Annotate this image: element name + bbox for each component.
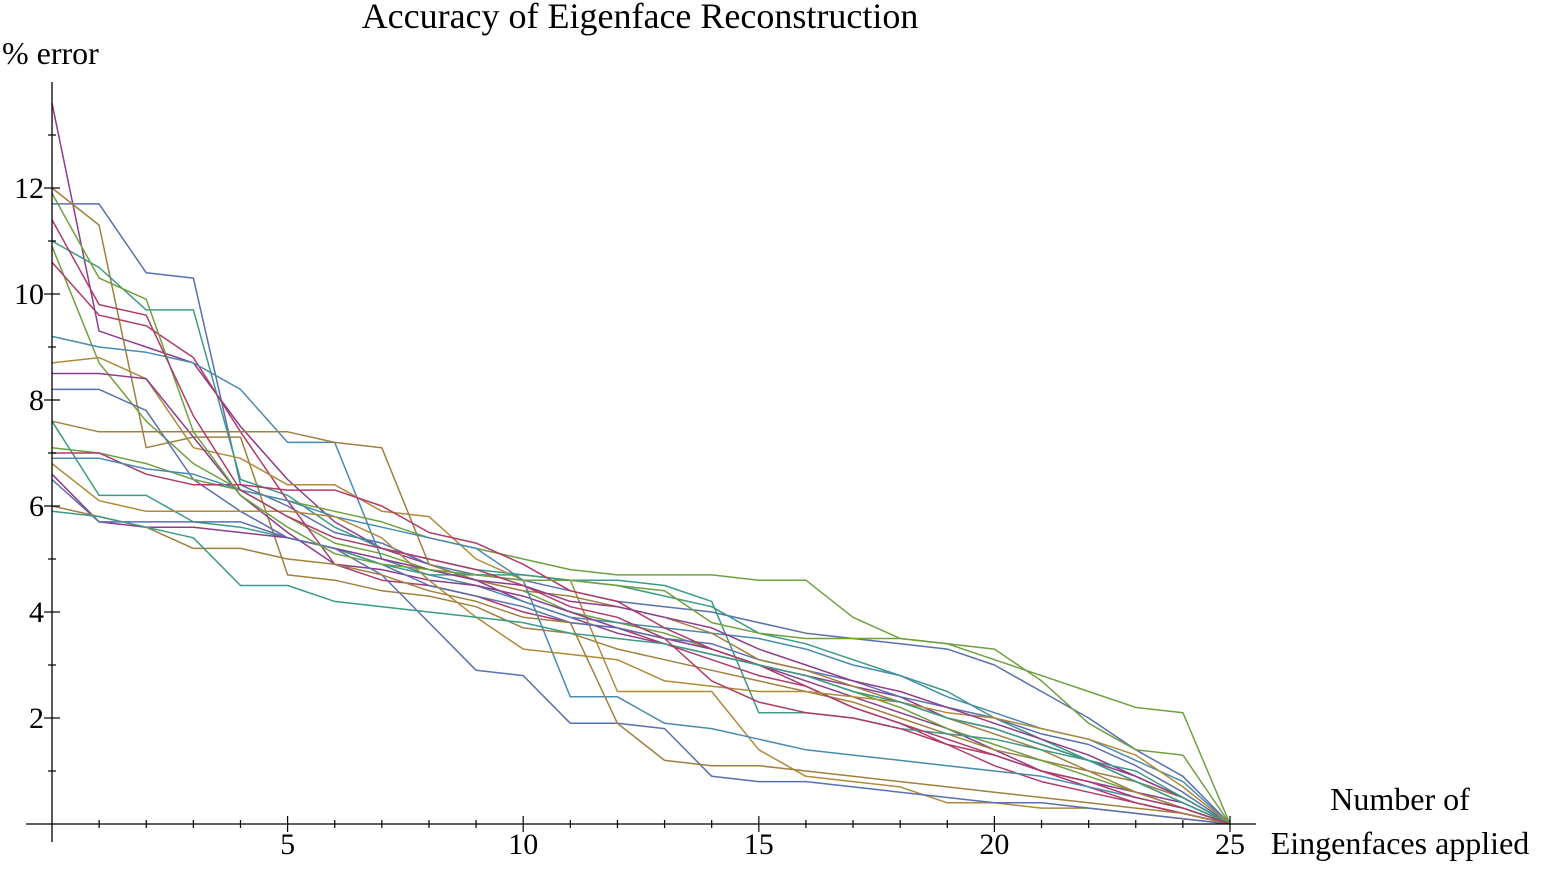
y-axis-label: % error [2, 35, 99, 71]
series-line-1 [51, 103, 1231, 825]
y-tick-label: 10 [14, 278, 44, 311]
ticks-layer [44, 134, 1231, 832]
series-line-6 [51, 261, 1231, 825]
chart-title: Accuracy of Eigenface Reconstruction [362, 0, 919, 36]
y-tick-label: 12 [14, 172, 44, 205]
series-line-9 [52, 372, 1231, 825]
series-line-7 [51, 335, 1231, 825]
series-line-4 [51, 240, 1231, 825]
tick-labels-layer: 5 10 15 20 25 2 4 6 8 10 12 [14, 172, 1245, 861]
series-line-2 [52, 203, 1231, 825]
series-line-3 [51, 187, 1231, 825]
x-axis-label-line1: Number of [1330, 781, 1470, 817]
y-tick-label: 8 [29, 384, 44, 417]
x-tick-label: 10 [508, 828, 538, 861]
y-tick-label: 2 [29, 702, 44, 735]
x-tick-label: 20 [979, 828, 1009, 861]
y-tick-label: 4 [29, 596, 44, 629]
series-line-21 [51, 192, 1231, 825]
series-line-22 [51, 219, 1231, 825]
x-tick-label: 5 [280, 828, 295, 861]
series-line-5 [51, 246, 1231, 825]
series-line-20 [51, 510, 1231, 825]
series-line-18 [51, 478, 1231, 825]
series-line-16 [51, 463, 1231, 825]
series-line-19 [51, 505, 1231, 825]
y-tick-label: 6 [29, 490, 44, 523]
series-line-15 [52, 457, 1231, 825]
x-axis-label-line2: Eingenfaces applied [1271, 825, 1530, 861]
x-tick-label: 25 [1215, 828, 1245, 861]
x-tick-label: 15 [744, 828, 774, 861]
series-line-12 [51, 420, 1231, 825]
series-line-8 [51, 356, 1231, 825]
series-line-17 [51, 473, 1231, 825]
series-line-10 [52, 388, 1231, 825]
series-layer [51, 103, 1231, 825]
